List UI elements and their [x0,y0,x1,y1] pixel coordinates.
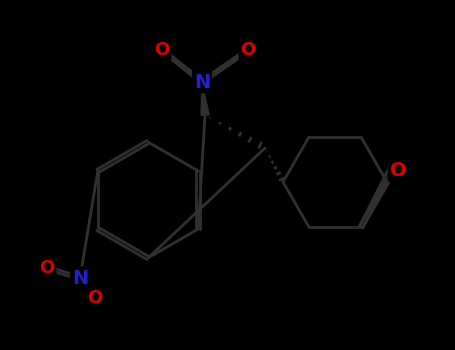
Polygon shape [201,82,209,116]
Text: O: O [154,41,170,59]
Text: N: N [194,72,210,91]
Text: O: O [154,41,170,59]
Text: O: O [40,259,55,277]
Text: O: O [389,161,406,180]
Text: O: O [240,41,256,59]
Text: O: O [87,289,103,307]
Text: N: N [72,268,88,287]
Text: N: N [72,268,88,287]
Text: N: N [194,72,210,91]
Text: O: O [40,259,55,277]
Text: O: O [240,41,256,59]
Text: O: O [389,161,406,180]
Text: O: O [87,289,103,307]
